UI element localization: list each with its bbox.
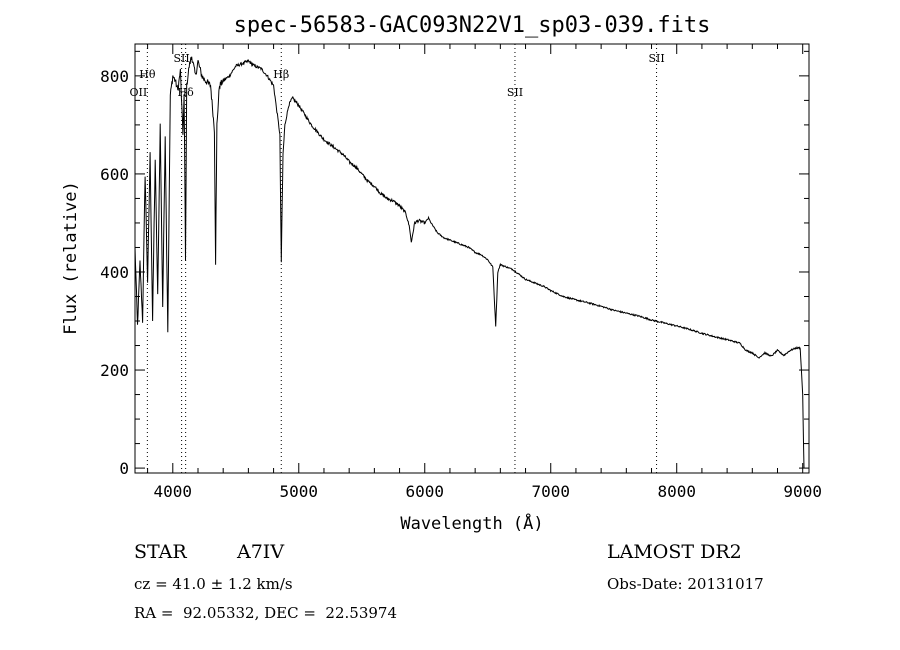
line-annotation-label: Hδ <box>178 86 195 99</box>
line-markers <box>146 44 658 473</box>
spectrum-line <box>134 56 805 469</box>
redshift-cz: cz = 41.0 ± 1.2 km/s <box>134 575 293 593</box>
coordinates: RA = 92.05332, DEC = 22.53974 <box>134 604 398 622</box>
line-annotation-label: OII <box>130 86 148 99</box>
line-annotations: Hθ OII SII Hδ Hβ SII SII <box>130 52 665 99</box>
line-annotation-label: SII <box>507 86 523 99</box>
y-tick-label: 200 <box>100 361 129 380</box>
x-tick-label: 8000 <box>657 482 696 501</box>
axis-tick-labels: 4000 5000 6000 7000 8000 9000 0 200 400 600 800 <box>100 67 822 501</box>
y-tick-label: 0 <box>119 459 129 478</box>
object-subclass: A7IV <box>237 541 285 563</box>
y-tick-label: 800 <box>100 67 129 86</box>
y-tick-label: 400 <box>100 263 129 282</box>
line-annotation-label: SII <box>173 52 189 65</box>
x-tick-label: 4000 <box>154 482 193 501</box>
chart-title: spec-56583-GAC093N22V1_sp03-039.fits <box>234 13 711 38</box>
x-axis-label: Wavelength (Å) <box>400 512 543 534</box>
line-annotation-label: Hβ <box>273 68 289 81</box>
line-annotation-label: SII <box>648 52 664 65</box>
y-tick-label: 600 <box>100 165 129 184</box>
x-tick-label: 5000 <box>280 482 319 501</box>
x-tick-label: 6000 <box>405 482 444 501</box>
axis-ticks <box>135 44 809 473</box>
observation-date: Obs-Date: 20131017 <box>607 575 764 593</box>
x-tick-label: 7000 <box>531 482 570 501</box>
plot-frame <box>134 43 810 474</box>
x-tick-label: 9000 <box>783 482 822 501</box>
line-annotation-label: Hθ <box>139 68 156 81</box>
object-class: STAR <box>134 541 187 563</box>
survey-name: LAMOST DR2 <box>607 541 742 563</box>
y-axis-label: Flux (relative) <box>61 181 81 335</box>
